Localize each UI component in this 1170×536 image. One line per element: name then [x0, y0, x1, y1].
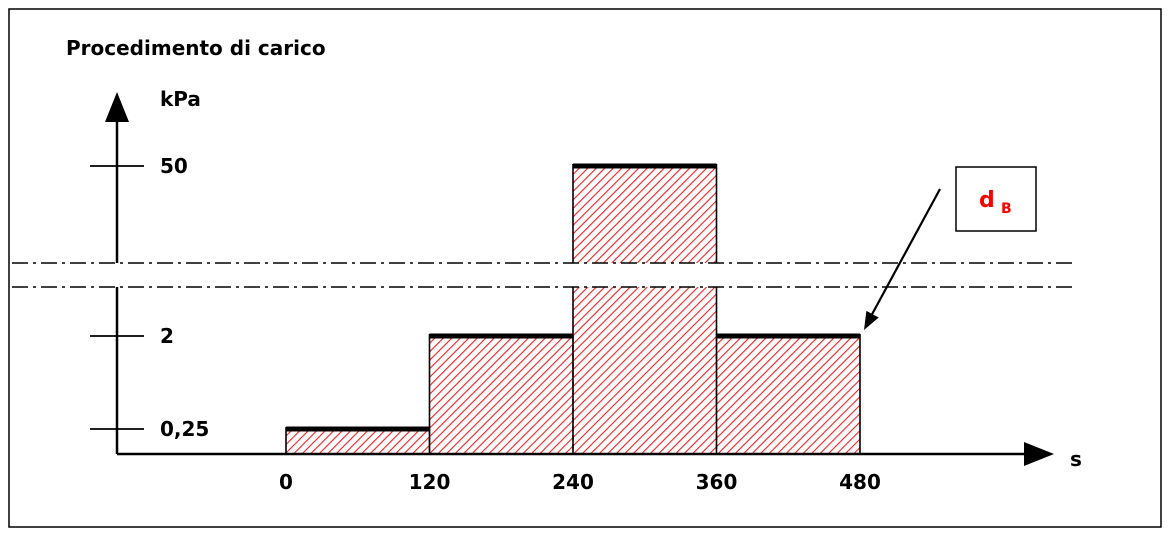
axis-break-band [12, 263, 1158, 287]
labels-layer: 0,25 2 50 0 120 240 360 480 kPa s d B [160, 87, 1082, 494]
step-bar-1 [429, 336, 573, 454]
x-tick-label-1: 120 [409, 470, 451, 494]
annotation-label: d [979, 188, 995, 213]
annotation-box [955, 166, 1037, 232]
axes-layer [12, 92, 1158, 466]
chart-title: Procedimento di carico [66, 36, 326, 60]
y-tick-label-2: 50 [160, 154, 188, 178]
annotation-arrow-head [864, 310, 879, 330]
annotation-subscript: B [1001, 201, 1012, 217]
chart-frame [8, 8, 1162, 528]
step-bar-3 [716, 336, 860, 454]
annotation-arrow-line [869, 188, 941, 319]
y-tick-label-0: 0,25 [160, 417, 209, 441]
y-unit-label: kPa [160, 87, 201, 111]
y-tick-label-1: 2 [160, 324, 174, 348]
x-tick-label-4: 480 [839, 470, 881, 494]
x-axis-arrow [1024, 442, 1054, 466]
step-bar-2 [573, 166, 717, 454]
step-bar-0 [286, 429, 430, 454]
x-tick-label-3: 360 [696, 470, 738, 494]
y-axis-arrow [105, 92, 129, 122]
x-tick-label-0: 0 [279, 470, 293, 494]
steps-layer [285, 163, 861, 454]
x-tick-label-2: 240 [552, 470, 594, 494]
x-unit-label: s [1070, 447, 1082, 471]
